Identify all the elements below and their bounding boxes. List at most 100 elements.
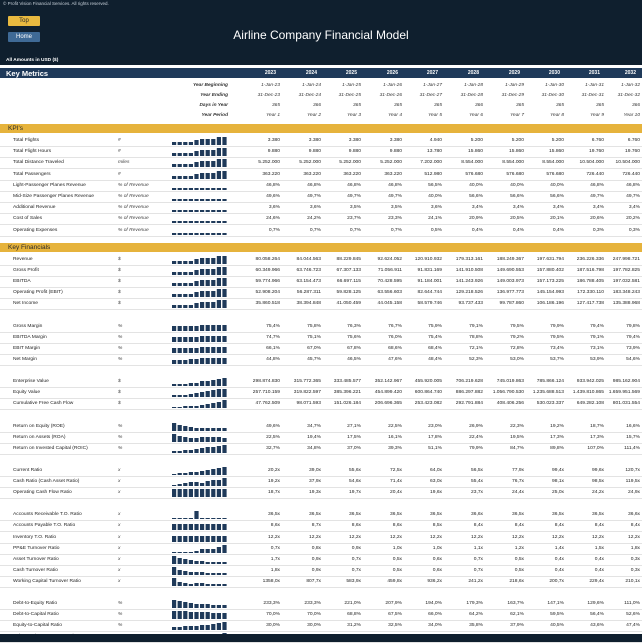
value-cell: 59,5% <box>550 612 564 618</box>
financials-band: Key Financials <box>0 243 642 252</box>
value-cell: 455.920.005 <box>414 379 442 385</box>
sparkline-bar <box>183 489 188 498</box>
value-cell: 0,7% <box>349 227 361 233</box>
sparkline-bar <box>216 289 221 298</box>
value-cell: 187.516.798 <box>576 268 604 274</box>
value-cell: 145.154.993 <box>536 290 564 296</box>
sparkline-bar <box>222 221 227 224</box>
sparkline-bar <box>205 436 210 442</box>
value-cell: 12,2x <box>390 534 402 540</box>
sparkline-bar <box>222 289 227 298</box>
sparkline-bar <box>194 281 199 287</box>
row-unit: x <box>118 556 121 562</box>
sparkline-bar <box>172 524 177 531</box>
value-cell: 19,3x <box>309 490 321 496</box>
row-unit: x <box>118 545 121 551</box>
value-cell: 49,7% <box>626 194 640 199</box>
sparkline-bar <box>172 518 177 520</box>
row-unit: % <box>118 334 123 340</box>
sparkline-bar <box>205 335 210 342</box>
table-row: Gross Profit $60.349.966 63.746.723 67.307.… <box>0 266 642 278</box>
sparkline-bar <box>177 472 182 475</box>
value-cell: 649.282.108 <box>576 401 604 407</box>
value-cell: 12,2x <box>349 534 361 540</box>
header-cell: 1-Jan-25 <box>342 83 361 88</box>
year-label-2023: 2023 <box>264 70 276 76</box>
year-label-2029: 2029 <box>508 70 520 76</box>
table-row: Total Flights #3.380 3.380 3.380 3.380 4.940 5… <box>0 136 642 147</box>
sparkline-bar <box>172 325 177 331</box>
sparkline <box>172 356 230 364</box>
value-cell: 89,8% <box>550 445 564 451</box>
value-cell: 63.556.603 <box>377 290 402 296</box>
table-row: Cost of Sales % of Revenue 24,6% 24,2% 23,7%… <box>0 214 642 226</box>
sparkline-bar <box>211 324 216 331</box>
row-label: EBITDA Margin <box>13 334 47 340</box>
value-cell: 44.045.158 <box>377 301 402 307</box>
header-cell: 31-Dec-31 <box>581 93 604 98</box>
sparkline <box>172 422 230 431</box>
value-cell: 36,5x <box>430 512 442 518</box>
sparkline-bar <box>211 380 216 387</box>
sparkline-bar <box>205 357 210 364</box>
sparkline-bar <box>200 357 205 364</box>
sparkline-bar <box>216 605 221 609</box>
sparkline-bar <box>211 390 216 398</box>
sparkline-bar <box>194 626 199 631</box>
sparkline-bar <box>194 270 199 276</box>
sparkline <box>172 148 230 157</box>
top-button[interactable]: Top <box>8 16 40 26</box>
value-cell: 40,5% <box>550 623 564 629</box>
sparkline-bar <box>188 571 193 575</box>
value-cell: 0,4x <box>594 567 604 573</box>
value-cell: 12,2x <box>628 534 640 540</box>
financials-title: Key Financials <box>8 244 51 251</box>
sparkline-bar <box>183 272 188 276</box>
sparkline-bar <box>177 305 182 309</box>
value-cell: 40,0% <box>550 182 564 188</box>
header-cell: 31-Dec-26 <box>379 93 402 98</box>
header-row: Year Ending 31-Dec-23 31-Dec-24 31-Dec-25 31… <box>0 92 642 101</box>
sparkline-bar <box>205 489 210 498</box>
sparkline-bar <box>205 625 210 631</box>
value-cell: 76,3% <box>347 323 361 329</box>
row-unit: % <box>118 345 123 351</box>
sparkline-bar <box>205 469 210 475</box>
sparkline-bar <box>177 450 182 453</box>
sparkline-bar <box>172 336 177 342</box>
value-cell: 22,3% <box>510 423 524 429</box>
value-cell: 55,4x <box>471 479 483 484</box>
home-button[interactable]: Home <box>8 32 40 42</box>
sparkline-bar <box>194 162 199 168</box>
value-cell: 79,4% <box>590 323 604 329</box>
value-cell: 0,7x <box>473 567 483 573</box>
table-row: EBITDA Margin% 74,7% 75,1% 75,6% 76,0% 75,4% 7… <box>0 333 642 344</box>
value-cell: 8,6x <box>392 523 402 529</box>
value-cell: 8.554.000 <box>502 160 524 166</box>
value-cell: 111,0% <box>624 601 640 607</box>
value-cell: 745.019.863 <box>496 379 524 385</box>
sparkline <box>172 378 230 387</box>
sparkline-bar <box>205 302 210 309</box>
sparkline-bar <box>205 258 210 264</box>
sparkline-bar <box>222 324 227 331</box>
value-cell: 1358,0x <box>262 578 280 584</box>
sparkline-bar <box>205 583 210 586</box>
sparkline-chart <box>172 289 227 298</box>
value-cell: 46,8% <box>307 182 321 188</box>
row-label: Net Income <box>13 301 39 307</box>
year-label-2025: 2025 <box>345 70 357 76</box>
value-cell: 1,8x <box>630 545 640 551</box>
table-row: Total Distance Traveled miles 5.252.000 5.2… <box>0 158 642 170</box>
sparkline-bar <box>188 612 193 620</box>
sparkline-bar <box>177 524 182 531</box>
row-label: Enterprise Value <box>13 379 49 385</box>
sparkline <box>172 478 230 486</box>
header-cell: 366 <box>312 103 321 108</box>
sparkline-bar <box>177 535 182 542</box>
sparkline-bar <box>172 535 177 542</box>
sparkline-bar <box>222 466 227 475</box>
sparkline-bar <box>200 172 205 179</box>
sparkline-bar <box>177 221 182 224</box>
sparkline-bar <box>194 259 199 264</box>
